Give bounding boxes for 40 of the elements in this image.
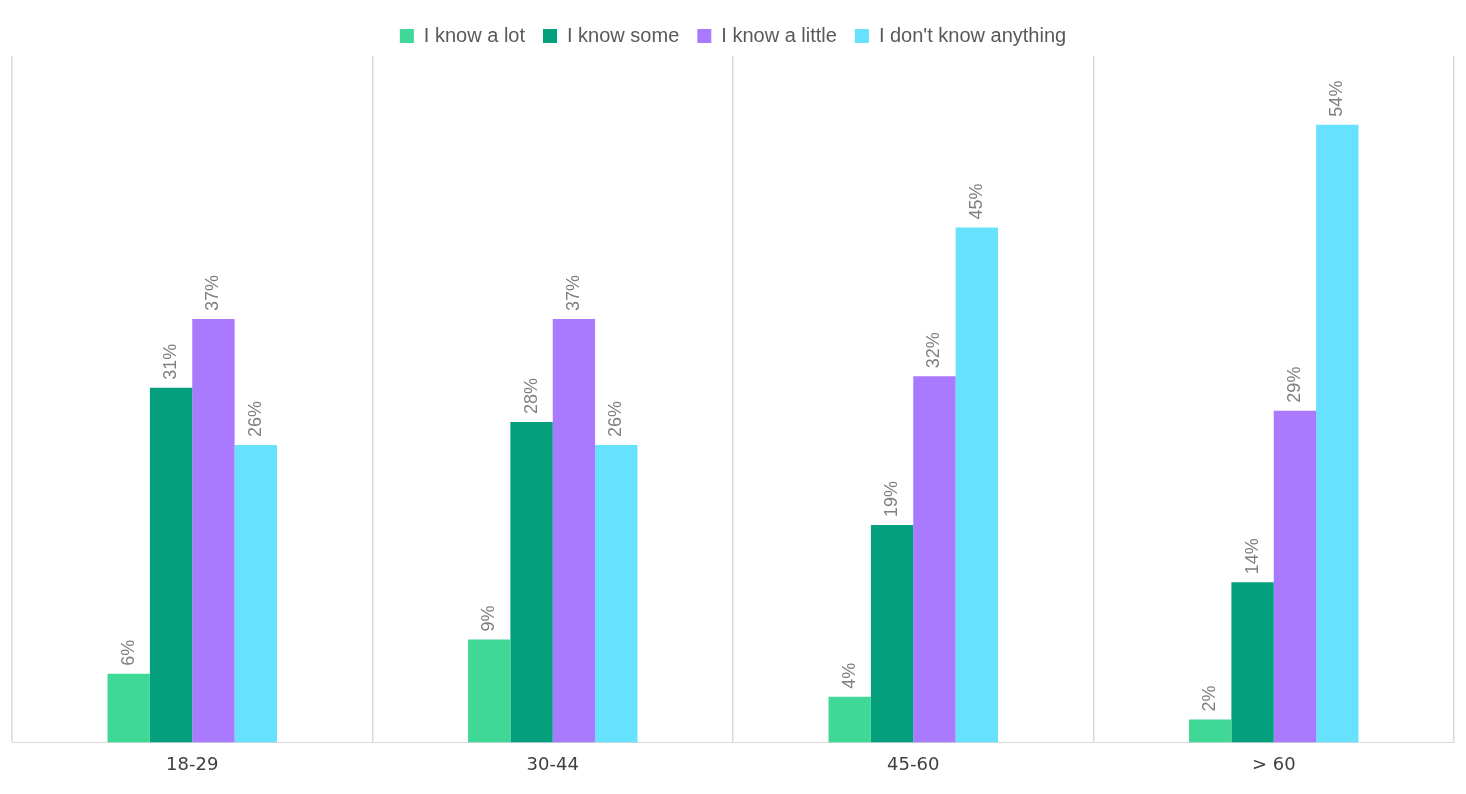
legend-label: I know some: [567, 23, 680, 46]
legend-label: I know a little: [721, 23, 837, 46]
data-label: 31%: [160, 343, 181, 380]
data-label: 6%: [117, 639, 138, 666]
data-label: 2%: [1199, 685, 1220, 712]
legend-label: I know a lot: [423, 23, 526, 46]
bar: [510, 422, 553, 743]
bar: [552, 319, 596, 743]
bar: [192, 319, 235, 743]
x-tick-label: > 60: [1251, 752, 1296, 774]
bar: [955, 227, 998, 743]
data-label: 45%: [965, 183, 986, 220]
bar: [913, 376, 956, 743]
data-label: 54%: [1326, 80, 1347, 117]
data-label: 26%: [605, 400, 626, 437]
bar: [234, 444, 277, 743]
bar: [468, 639, 511, 743]
bar: [828, 696, 871, 743]
x-tick-label: 45-60: [887, 752, 940, 774]
data-label: 26%: [244, 400, 265, 437]
data-label: 29%: [1283, 366, 1304, 403]
bar: [870, 525, 914, 743]
x-tick-label: 18-29: [166, 752, 219, 774]
data-label: 4%: [838, 662, 859, 689]
data-label: 19%: [881, 481, 902, 518]
x-tick-label: 30-44: [526, 752, 579, 774]
data-label: 37%: [562, 275, 583, 312]
legend-label: I don't know anything: [878, 23, 1067, 46]
bar: [1231, 582, 1274, 743]
bar: [1273, 410, 1317, 743]
data-label: 32%: [923, 332, 944, 369]
bar: [149, 387, 193, 743]
data-label: 14%: [1241, 538, 1262, 575]
bar: [595, 444, 638, 743]
data-label: 9%: [478, 605, 499, 632]
data-label: 37%: [202, 275, 223, 312]
bar: [1189, 719, 1232, 743]
bar: [1316, 124, 1359, 743]
data-label: 28%: [520, 378, 541, 415]
bar: [107, 673, 150, 743]
